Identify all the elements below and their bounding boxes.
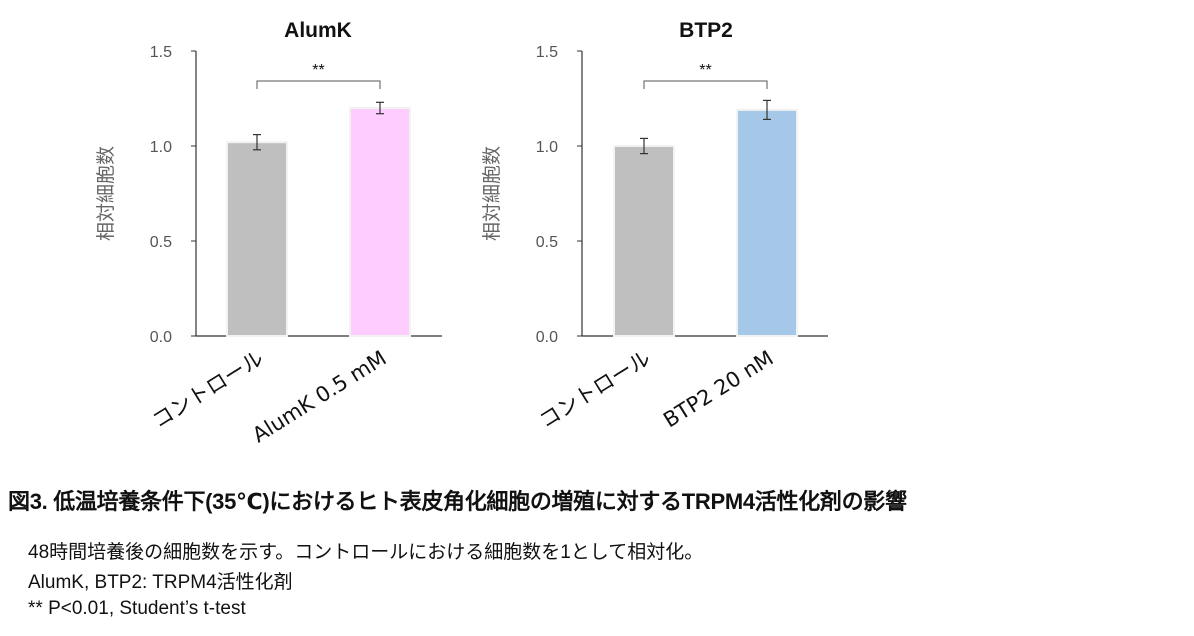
chart-title: AlumK bbox=[284, 19, 352, 42]
y-tick-label: 0.0 bbox=[536, 329, 558, 346]
significance-bracket bbox=[643, 80, 768, 89]
bar bbox=[226, 141, 288, 337]
significance-marker: ** bbox=[699, 62, 711, 79]
chart-title: BTP2 bbox=[679, 19, 733, 42]
x-category-label: コントロール bbox=[535, 346, 655, 433]
bar bbox=[613, 145, 675, 337]
bar bbox=[349, 107, 411, 337]
y-tick-label: 1.0 bbox=[150, 139, 172, 156]
y-tick-label: 1.5 bbox=[150, 44, 172, 61]
y-tick-label: 0.5 bbox=[536, 234, 558, 251]
y-tick-label: 1.5 bbox=[536, 44, 558, 61]
x-category-label: コントロール bbox=[148, 346, 268, 433]
y-tick-label: 0.0 bbox=[150, 329, 172, 346]
bar bbox=[736, 108, 798, 338]
y-axis-label: 相対細胞数 bbox=[95, 146, 117, 241]
y-axis-label: 相対細胞数 bbox=[481, 146, 503, 241]
y-tick-label: 0.5 bbox=[150, 234, 172, 251]
caption-statistics: ** P<0.01, Student’s t-test bbox=[28, 598, 246, 619]
significance-marker: ** bbox=[312, 62, 324, 79]
significance-bracket bbox=[256, 80, 381, 89]
caption-description: 48時間培養後の細胞数を示す。コントロールにおける細胞数を1として相対化。 bbox=[28, 542, 704, 563]
x-category-label: AlumK 0.5 mM bbox=[248, 346, 391, 447]
caption-abbreviations: AlumK, BTP2: TRPM4活性化剤 bbox=[28, 572, 293, 593]
x-category-label: BTP2 20 nM bbox=[659, 346, 778, 432]
y-tick-label: 1.0 bbox=[536, 139, 558, 156]
figure-caption-title: 図3. 低温培養条件下(35℃)におけるヒト表皮角化細胞の増殖に対するTRPM4… bbox=[8, 489, 907, 514]
